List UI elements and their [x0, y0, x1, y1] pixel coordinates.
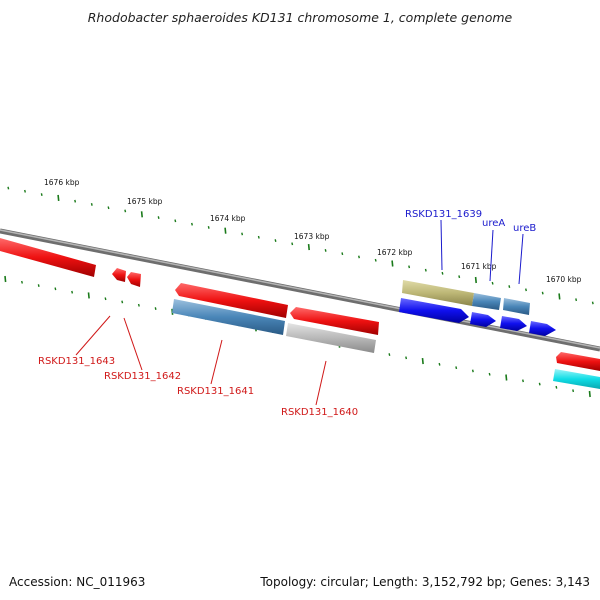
gene-edge-red-arrow[interactable] — [556, 352, 600, 371]
minor-tick — [341, 252, 344, 256]
minor-tick — [24, 189, 26, 193]
minor-tick — [525, 288, 527, 292]
gene-label-rskd131-1640[interactable]: RSKD131_1640 — [281, 407, 358, 418]
minor-tick — [121, 300, 124, 304]
minor-tick — [174, 219, 177, 223]
minor-tick — [471, 369, 474, 373]
kbp-label-1671: 1671 kbp — [461, 262, 497, 271]
kbp-labels: 1676 kbp 1675 kbp 1674 kbp 1673 kbp 1672… — [44, 178, 582, 284]
minor-tick — [157, 216, 160, 219]
minor-tick — [438, 362, 441, 366]
gene-label-ureb[interactable]: ureB — [513, 223, 536, 234]
gene-ureb-arrow[interactable] — [500, 316, 527, 331]
minor-tick — [241, 232, 244, 236]
minor-tick — [388, 353, 391, 356]
minor-tick — [107, 206, 110, 210]
kbp-label-1672: 1672 kbp — [377, 248, 413, 257]
minor-tick — [104, 297, 107, 301]
tick-row-upper — [7, 186, 594, 305]
minor-tick — [441, 271, 444, 275]
gene-urea-box[interactable] — [472, 293, 501, 310]
minor-tick — [7, 186, 10, 190]
genome-backbone — [0, 228, 600, 352]
minor-tick — [74, 199, 77, 203]
minor-tick — [137, 303, 140, 307]
minor-tick — [538, 382, 541, 386]
minor-tick — [408, 265, 411, 269]
kbp-label-1674: 1674 kbp — [210, 214, 246, 223]
kbp-label-1676: 1676 kbp — [44, 178, 80, 187]
gene-urea-arrow[interactable] — [470, 312, 496, 327]
minor-tick — [291, 242, 294, 246]
minor-tick — [191, 222, 193, 226]
gene-label-rskd131-1641[interactable]: RSKD131_1641 — [177, 386, 254, 397]
gene-next-arrow[interactable] — [529, 321, 556, 336]
kbp-label-1670: 1670 kbp — [546, 275, 582, 284]
gene-rskd131-1640-arrow[interactable] — [286, 323, 376, 353]
major-tick — [87, 292, 90, 299]
major-tick — [4, 275, 7, 283]
major-tick — [57, 194, 60, 201]
major-tick — [474, 276, 477, 284]
minor-tick — [522, 379, 524, 383]
minor-tick — [374, 258, 377, 262]
minor-tick — [458, 275, 461, 279]
minor-tick — [54, 287, 57, 291]
gene-rskd131-1642a-arrow[interactable] — [112, 268, 126, 282]
minor-tick — [572, 389, 575, 393]
major-tick — [421, 358, 424, 365]
gene-rskd131-1641-arrow[interactable] — [172, 299, 285, 335]
minor-tick — [40, 193, 43, 196]
minor-tick — [324, 249, 327, 252]
major-tick — [558, 293, 561, 300]
major-tick — [140, 211, 143, 218]
minor-tick — [405, 356, 408, 360]
major-tick — [505, 374, 508, 381]
major-tick — [307, 244, 310, 251]
minor-tick — [71, 290, 74, 294]
gene-rskd131-1639-box[interactable] — [402, 280, 474, 306]
major-tick — [224, 227, 227, 234]
minor-tick — [575, 298, 578, 302]
gene-label-rskd131-1642[interactable]: RSKD131_1642 — [104, 371, 181, 382]
major-tick — [391, 260, 394, 267]
gene-ureb-box[interactable] — [503, 298, 530, 315]
gene-red-right-arrow[interactable] — [290, 307, 379, 335]
minor-tick — [541, 291, 544, 295]
minor-tick — [21, 280, 23, 284]
minor-tick — [207, 226, 210, 229]
gene-rskd131-1639-arrow[interactable] — [399, 298, 469, 323]
gene-label-urea[interactable]: ureA — [482, 218, 505, 229]
minor-tick — [591, 301, 594, 305]
minor-tick — [491, 281, 494, 285]
minor-tick — [424, 268, 427, 272]
minor-tick — [508, 285, 511, 288]
gene-edge-cyan-arrow[interactable] — [553, 369, 600, 389]
minor-tick — [257, 235, 260, 239]
gene-red-middle-arrow[interactable] — [175, 283, 288, 318]
gene-label-rskd131-1639[interactable]: RSKD131_1639 — [405, 209, 482, 220]
leader-lines — [75, 219, 524, 406]
kbp-label-1673: 1673 kbp — [294, 232, 330, 241]
minor-tick — [90, 203, 93, 206]
accession-text: Accession: NC_011963 — [9, 575, 146, 589]
minor-tick — [154, 307, 157, 310]
minor-tick — [455, 366, 458, 370]
kbp-label-1675: 1675 kbp — [127, 197, 163, 206]
minor-tick — [124, 209, 127, 213]
gene-rskd131-1642-arrow[interactable] — [127, 272, 141, 287]
minor-tick — [358, 255, 360, 259]
minor-tick — [37, 284, 40, 287]
gene-label-rskd131-1643[interactable]: RSKD131_1643 — [38, 356, 115, 367]
gene-rskd131-1643-arrow[interactable] — [0, 238, 96, 277]
major-tick — [588, 390, 591, 398]
minor-tick — [555, 385, 558, 389]
minor-tick — [274, 239, 277, 242]
topology-text: Topology: circular; Length: 3,152,792 bp… — [260, 575, 590, 589]
minor-tick — [488, 372, 491, 376]
map-title: Rhodobacter sphaeroides KD131 chromosome… — [87, 10, 513, 25]
